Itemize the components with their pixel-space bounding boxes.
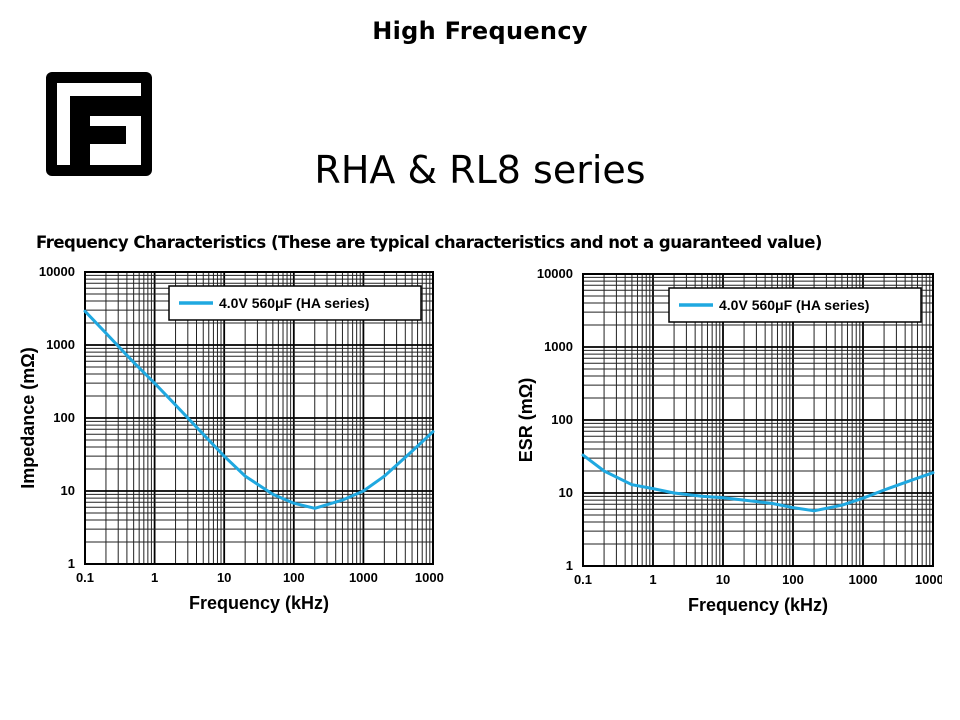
y-tick-label: 1 — [68, 556, 75, 571]
x-axis-label: Frequency (kHz) — [688, 595, 828, 615]
page-heading: High Frequency — [372, 17, 588, 45]
y-tick-label: 100 — [53, 410, 75, 425]
x-tick-label: 1 — [151, 570, 158, 585]
series-line — [581, 453, 935, 513]
legend-label: 4.0V 560μF (HA series) — [219, 295, 369, 311]
y-tick-label: 10 — [61, 483, 75, 498]
plot-frame — [84, 271, 434, 565]
y-tick-label: 100 — [551, 412, 573, 427]
y-axis-label: ESR (mΩ) — [516, 378, 536, 462]
x-tick-label: 100 — [782, 572, 804, 587]
x-tick-label: 1000 — [349, 570, 378, 585]
x-tick-label: 10000 — [915, 572, 942, 587]
x-tick-label: 0.1 — [76, 570, 94, 585]
x-tick-label: 10 — [217, 570, 231, 585]
x-axis-label: Frequency (kHz) — [189, 593, 329, 613]
y-tick-label: 10000 — [39, 264, 75, 279]
x-tick-label: 10000 — [415, 570, 444, 585]
x-tick-label: 0.1 — [574, 572, 592, 587]
series-line — [83, 309, 435, 510]
y-tick-label: 1000 — [544, 339, 573, 354]
legend-label: 4.0V 560μF (HA series) — [719, 297, 869, 313]
x-tick-label: 10 — [716, 572, 730, 587]
esr-chart: 0.1110100100010000110100100010000Frequen… — [516, 266, 942, 615]
y-axis-label: Impedance (mΩ) — [18, 347, 38, 488]
y-tick-label: 1000 — [46, 337, 75, 352]
x-tick-label: 1000 — [849, 572, 878, 587]
impedance-chart: 0.1110100100010000110100100010000Frequen… — [18, 264, 444, 613]
subtitle: Frequency Characteristics (These are typ… — [36, 233, 822, 252]
series-title: RHA & RL8 series — [314, 148, 646, 192]
logo-f-icon — [46, 72, 152, 176]
x-tick-label: 100 — [283, 570, 305, 585]
y-tick-label: 1 — [566, 558, 573, 573]
y-tick-label: 10000 — [537, 266, 573, 281]
y-tick-label: 10 — [559, 485, 573, 500]
plot-frame — [582, 273, 934, 567]
x-tick-label: 1 — [649, 572, 656, 587]
